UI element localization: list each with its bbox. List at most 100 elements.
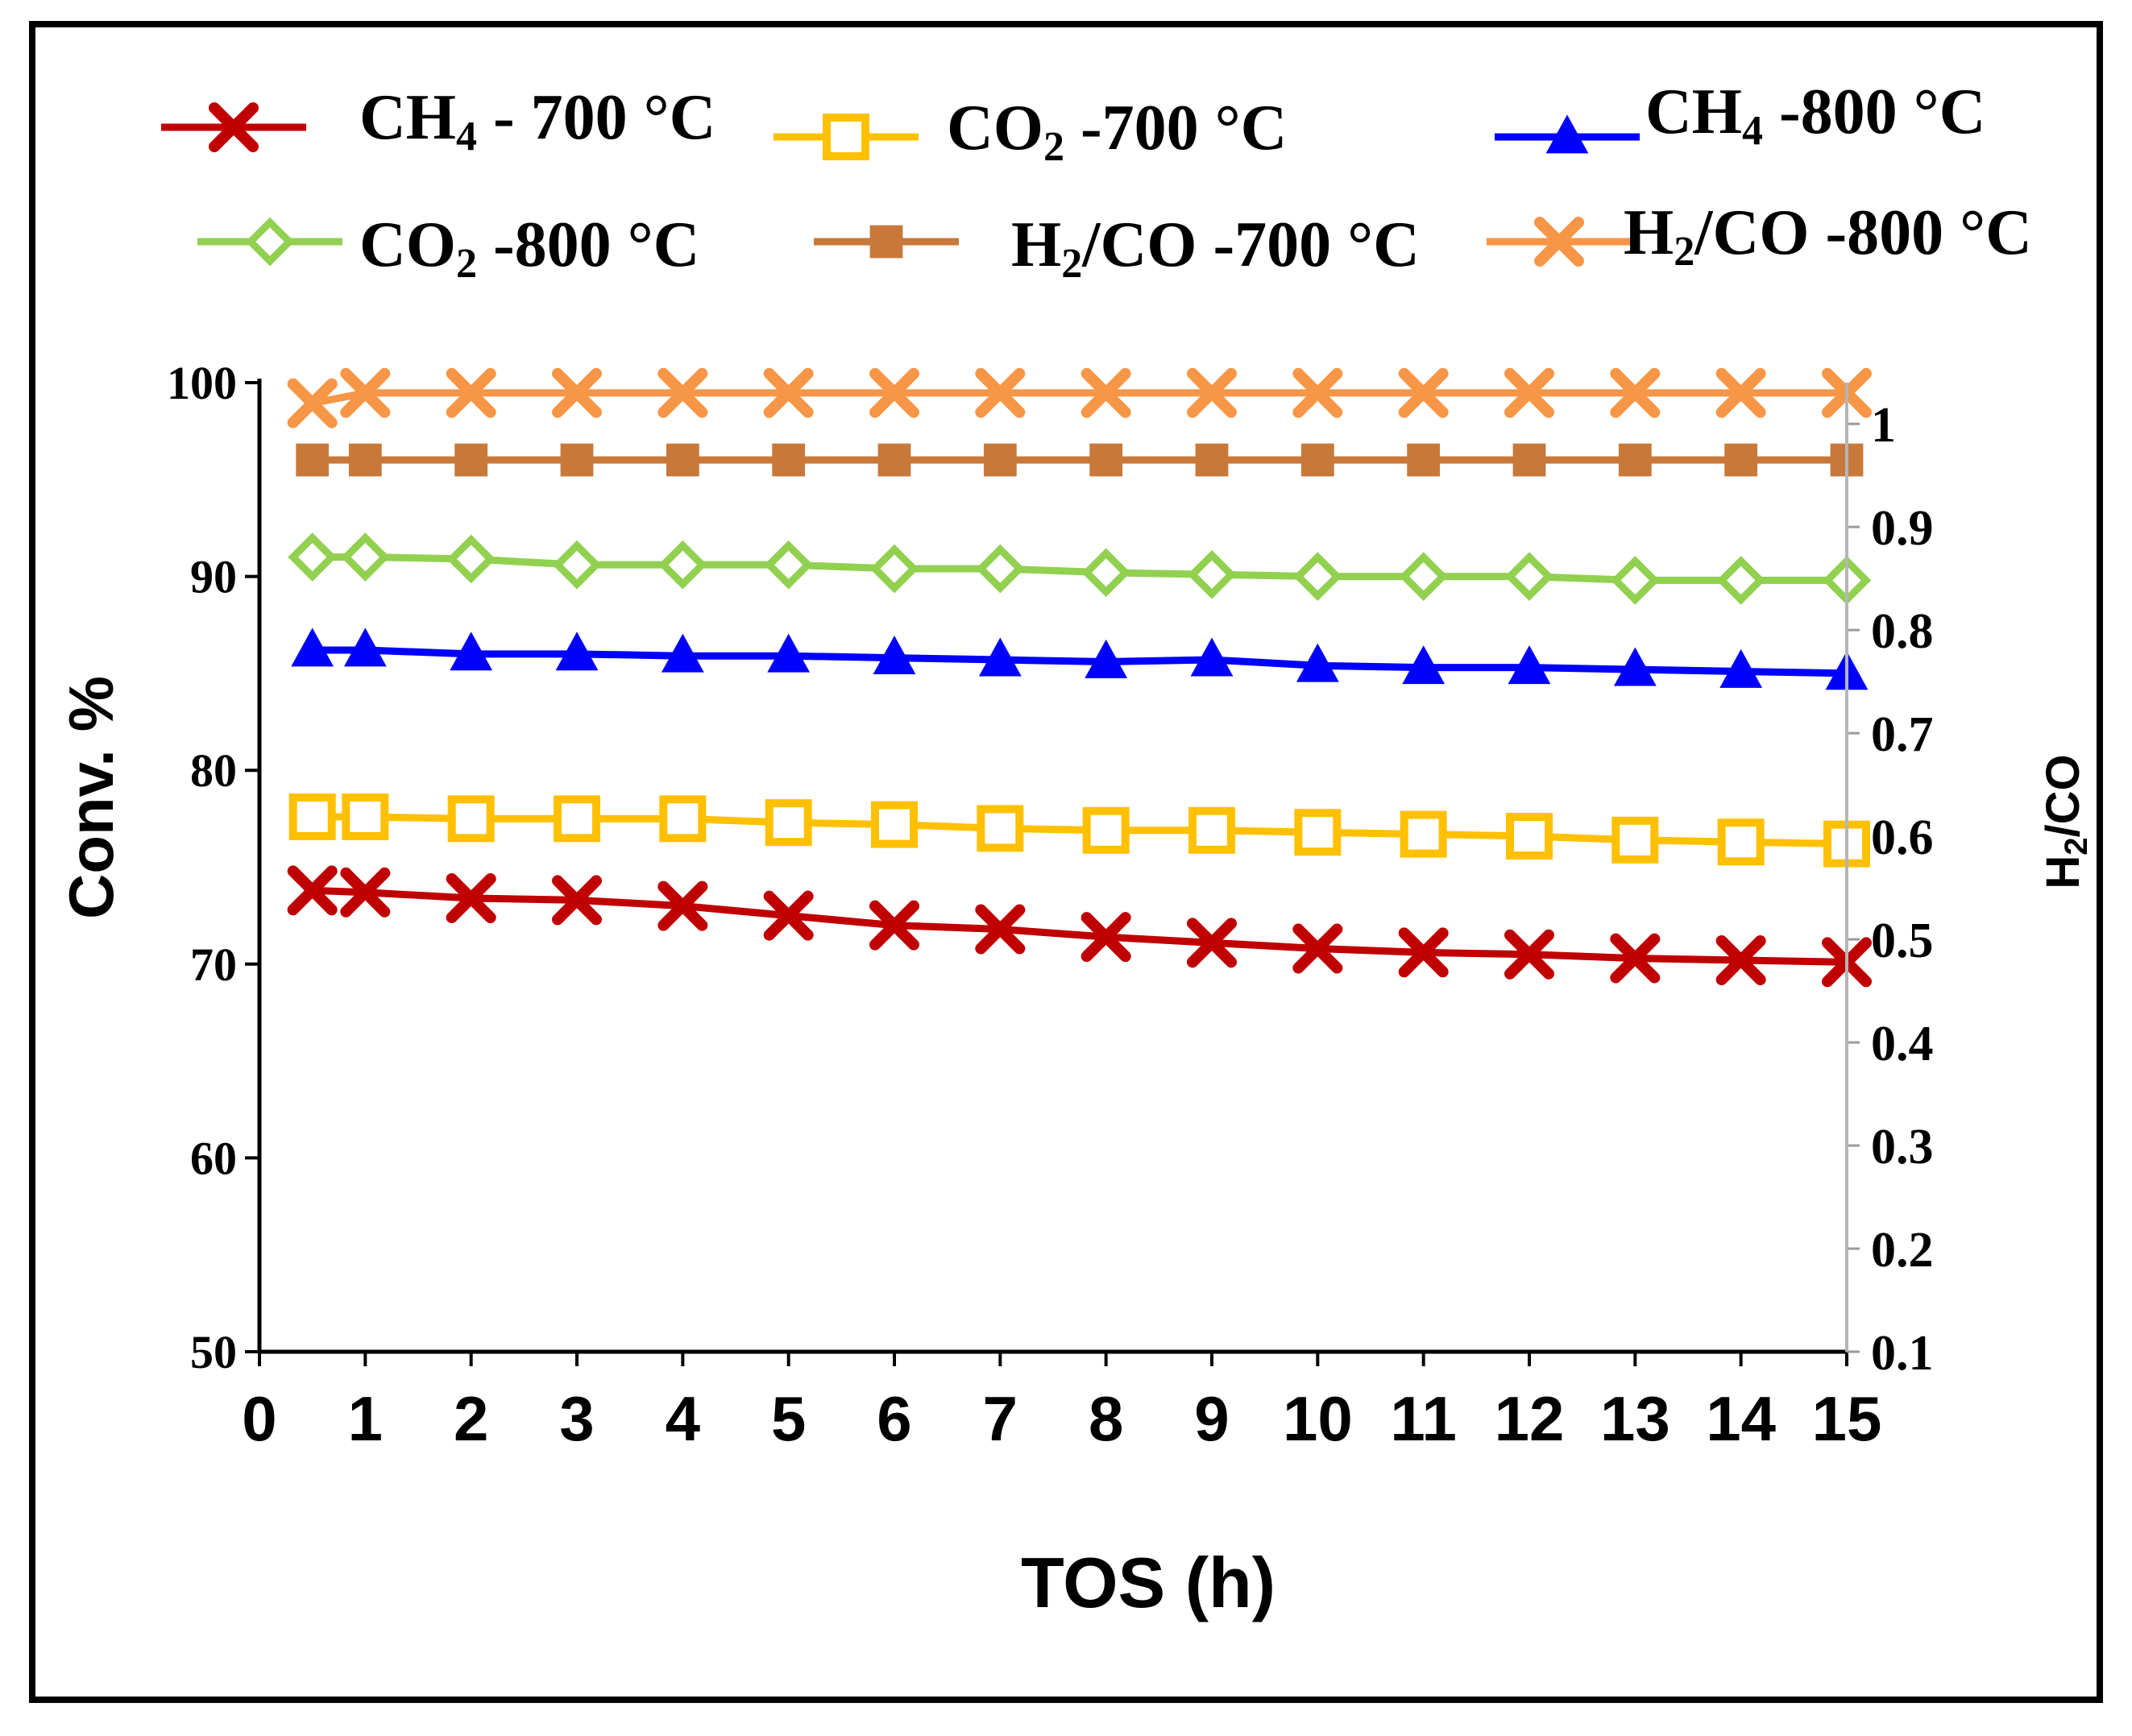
- data-point: [763, 367, 814, 418]
- data-point: [1399, 552, 1449, 601]
- data-point: [1717, 818, 1765, 866]
- data-point: [975, 544, 1025, 594]
- legend-item-1: CH4 - 700 °C: [161, 82, 716, 160]
- x-axis-title: TOS (h): [1021, 1543, 1275, 1622]
- x-tick-label: 13: [1600, 1383, 1670, 1454]
- data-point: [552, 875, 602, 926]
- data-point: [869, 900, 919, 951]
- legend-label: H2/CO -700 °C: [1011, 209, 1420, 287]
- data-point: [1187, 918, 1237, 968]
- data-point: [1081, 912, 1131, 963]
- y2-tick-label: 0.2: [1871, 1223, 1934, 1278]
- data-point: [1504, 552, 1554, 601]
- data-point: [1300, 443, 1334, 477]
- legend-label: H2/CO -800 °C: [1624, 197, 2032, 275]
- x-tick-label: 7: [983, 1383, 1018, 1454]
- data-point: [554, 795, 600, 843]
- y-tick-label: 60: [190, 1132, 237, 1184]
- data-point: [1188, 806, 1235, 854]
- data-point: [454, 443, 488, 477]
- data-point: [1398, 367, 1449, 418]
- series-line: [312, 813, 1848, 848]
- data-point: [772, 443, 806, 477]
- data-point: [765, 799, 812, 847]
- data-point: [291, 628, 334, 667]
- legend-label: CO2 -800 °C: [359, 209, 699, 287]
- series-line: [312, 646, 1848, 677]
- data-point: [1296, 643, 1339, 682]
- legend-label: CH4 -800 °C: [1645, 77, 1985, 154]
- y-axis-title: Conv. %: [56, 676, 127, 919]
- data-point: [1715, 367, 1766, 418]
- data-point: [1400, 810, 1447, 858]
- x-tick-label: 15: [1812, 1383, 1882, 1454]
- x-tick-label: 9: [1194, 1383, 1229, 1454]
- data-point: [977, 805, 1024, 852]
- data-point: [560, 443, 594, 477]
- data-point: [1512, 443, 1546, 477]
- series-3: [291, 628, 1869, 690]
- data-point: [767, 633, 811, 673]
- data-point: [1506, 813, 1553, 860]
- data-point: [288, 793, 336, 840]
- data-point: [1398, 927, 1449, 978]
- data-point: [1719, 648, 1763, 688]
- data-point: [555, 632, 599, 671]
- series-6: [287, 367, 1872, 429]
- y2-tick-label: 1: [1871, 398, 1896, 453]
- series-5: [296, 443, 1864, 477]
- data-point: [1724, 443, 1758, 477]
- y-tick-label: 50: [190, 1326, 237, 1378]
- data-point: [1508, 645, 1551, 685]
- data-point: [1504, 367, 1554, 418]
- x-tick-label: 14: [1706, 1383, 1776, 1454]
- axes: [257, 379, 1848, 1354]
- legend-marker: [245, 217, 295, 267]
- data-point: [1613, 647, 1657, 686]
- data-point: [978, 637, 1022, 677]
- series-line: [312, 553, 1847, 584]
- data-point: [1292, 367, 1343, 418]
- data-point: [1085, 639, 1128, 678]
- data-point: [1187, 549, 1237, 599]
- legend-item-3: CH4 -800 °C: [1495, 77, 1985, 154]
- data-point: [1402, 645, 1446, 685]
- y2-tick-label: 0.3: [1871, 1120, 1934, 1175]
- legend: CH4 - 700 °C CO2 -700 °C CH4 -800 °C CO2 -8…: [161, 77, 2032, 287]
- data-point: [446, 534, 496, 584]
- y-tick-label: 70: [190, 938, 237, 991]
- series-line: [311, 389, 1847, 408]
- series-1: [287, 865, 1872, 988]
- series-line: [312, 886, 1848, 966]
- data-point: [659, 795, 707, 843]
- data-point: [343, 628, 387, 667]
- data-point: [1294, 809, 1342, 856]
- data-point: [1089, 443, 1123, 477]
- data-point: [552, 367, 602, 418]
- data-point: [1292, 552, 1342, 601]
- y-tick-label: 90: [190, 551, 237, 603]
- data-point: [657, 880, 708, 931]
- y2-tick-label: 0.8: [1871, 604, 1934, 659]
- data-point: [1610, 367, 1661, 418]
- legend-item-4: CO2 -800 °C: [197, 209, 699, 287]
- y2-axis-title-sub: 2: [2059, 837, 2094, 855]
- data-point: [450, 632, 493, 671]
- x-tick-label: 12: [1495, 1383, 1565, 1454]
- data-point: [1715, 934, 1766, 985]
- data-point: [340, 867, 391, 918]
- x-tick-label: 2: [454, 1383, 488, 1454]
- legend-item-6: H2/CO -800 °C: [1487, 197, 2032, 275]
- data-point: [975, 904, 1026, 955]
- y2-tick-label: 0.1: [1871, 1326, 1934, 1381]
- x-tick-label: 10: [1283, 1383, 1353, 1454]
- y2-axis-title: H2/CO: [2037, 754, 2094, 889]
- y-tick-label: 100: [167, 357, 237, 409]
- data-point: [1081, 548, 1131, 598]
- data-point: [1081, 367, 1131, 418]
- legend-marker: [1534, 217, 1584, 267]
- y2-tick-label: 0.4: [1871, 1017, 1934, 1071]
- legend-item-5: H2/CO -700 °C: [814, 209, 1420, 287]
- series-2: [288, 793, 1870, 868]
